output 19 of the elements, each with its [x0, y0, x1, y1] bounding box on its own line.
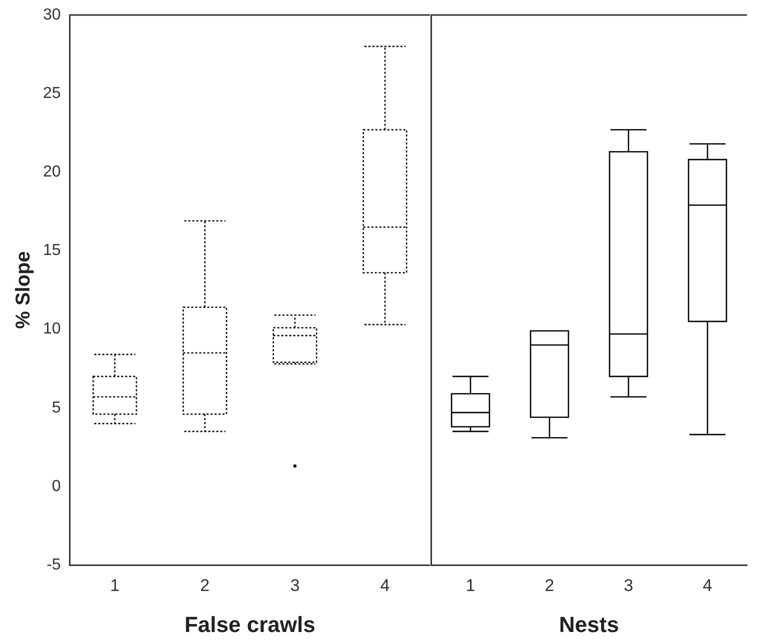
- y-tick-label: 0: [52, 478, 61, 495]
- x-tick-label: 4: [380, 576, 390, 595]
- y-tick-label: 5: [52, 399, 61, 416]
- x-tick-label: 4: [702, 576, 712, 595]
- x-tick-label: 3: [290, 576, 300, 595]
- x-tick-label: 1: [466, 576, 476, 595]
- y-tick-label: 25: [43, 84, 61, 102]
- y-tick-label: -5: [46, 556, 61, 574]
- x-tick-label: 1: [110, 576, 120, 595]
- y-tick-label: 20: [43, 164, 61, 181]
- x-axis-title: False crawls: [184, 612, 316, 637]
- y-tick-label: 15: [43, 242, 61, 260]
- y-tick-label: 30: [43, 6, 61, 24]
- x-tick-label: 3: [624, 576, 634, 595]
- y-axis-title: % Slope: [12, 251, 35, 329]
- x-tick-label: 2: [544, 576, 554, 595]
- y-tick-label: 10: [43, 320, 61, 338]
- x-axis-title: Nests: [559, 612, 619, 637]
- x-tick-label: 2: [200, 576, 210, 595]
